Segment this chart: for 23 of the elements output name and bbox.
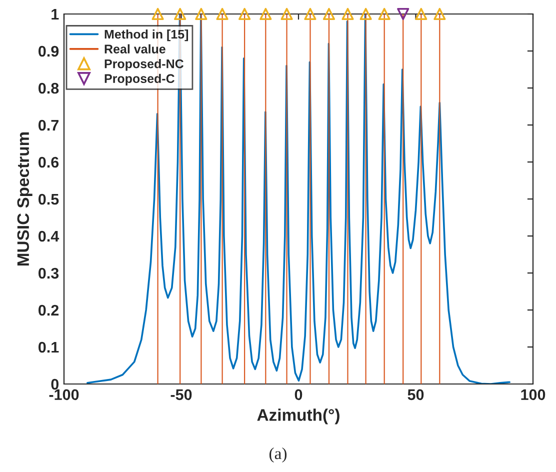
y-tick-label: 0.8 [38, 82, 59, 94]
y-tick-label: 0.2 [38, 304, 59, 316]
y-tick-label: 0.9 [38, 46, 59, 57]
legend-label: Proposed-NC [104, 59, 184, 71]
x-axis-title: Azimuth(°) [257, 408, 340, 424]
x-tick-label: 0 [294, 389, 302, 400]
y-tick-label: 0.1 [38, 342, 59, 353]
y-tick-label: 0.5 [38, 194, 59, 205]
y-tick-label: 0.3 [38, 268, 59, 279]
x-tick-label: -50 [170, 389, 192, 400]
legend-label: Real value [104, 44, 166, 54]
y-tick-label: 0 [51, 378, 59, 390]
y-tick-label: 0.7 [38, 120, 58, 131]
x-tick-label: -100 [49, 389, 79, 400]
legend-label: Method in [15] [104, 30, 188, 42]
y-tick-label: 1 [52, 9, 59, 20]
y-tick-label: 0.6 [38, 156, 59, 168]
legend-label: Proposed-C [104, 74, 174, 86]
x-tick-label: 100 [521, 389, 546, 400]
x-tick-label: 50 [408, 389, 424, 400]
y-tick-label: 0.4 [38, 230, 60, 242]
y-axis-title: MUSIC Spectrum [17, 132, 32, 266]
text: (a) [269, 447, 287, 463]
